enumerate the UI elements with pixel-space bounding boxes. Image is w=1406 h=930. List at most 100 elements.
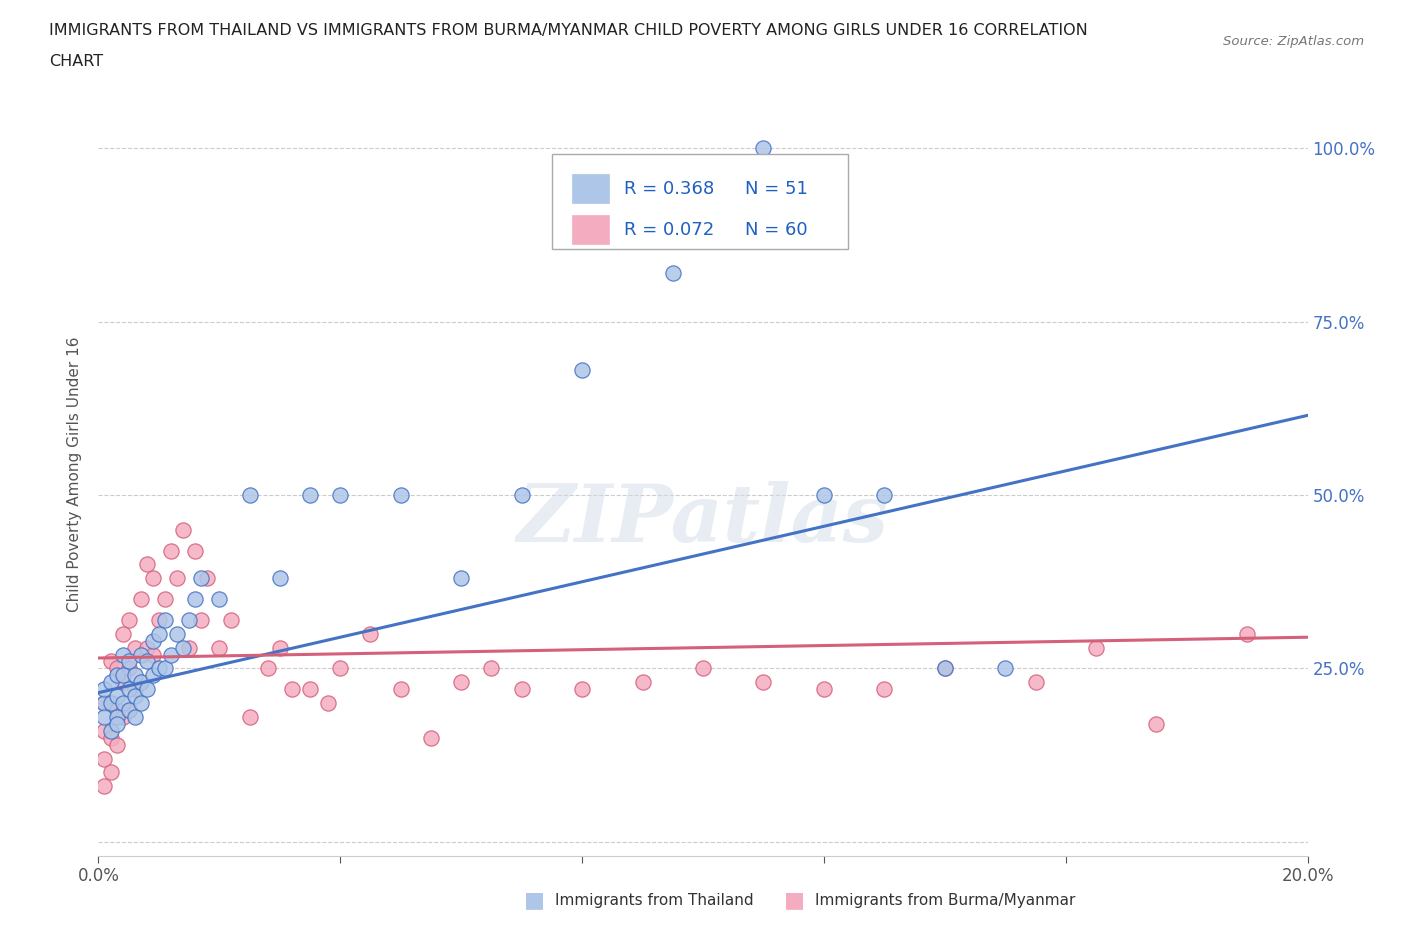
Point [135, 640, 157, 655]
Point [148, 626, 170, 641]
Point [93, 710, 115, 724]
Text: ■: ■ [524, 890, 544, 910]
Point [752, 141, 775, 156]
Point [153, 613, 176, 628]
Point [111, 696, 134, 711]
Text: Source: ZipAtlas.com: Source: ZipAtlas.com [1223, 35, 1364, 48]
Point [172, 640, 194, 655]
Text: R = 0.072: R = 0.072 [624, 220, 714, 239]
Point [153, 661, 176, 676]
Point [813, 682, 835, 697]
Point [239, 487, 262, 502]
Point [389, 682, 412, 697]
Text: ZIPatlas: ZIPatlas [517, 482, 889, 559]
Point [118, 661, 141, 676]
Point [420, 730, 443, 745]
Text: ■: ■ [785, 890, 804, 910]
Point [105, 716, 128, 731]
Point [256, 661, 278, 676]
Point [111, 710, 134, 724]
Point [105, 702, 128, 717]
Point [111, 668, 134, 683]
Point [148, 661, 170, 676]
Point [190, 613, 212, 628]
Point [105, 661, 128, 676]
Point [481, 661, 503, 676]
Point [118, 613, 141, 628]
Point [661, 266, 683, 281]
FancyBboxPatch shape [551, 154, 848, 249]
Point [166, 626, 188, 641]
Point [208, 640, 231, 655]
Point [692, 661, 714, 676]
Point [1085, 640, 1108, 655]
Point [752, 675, 775, 690]
Point [1024, 675, 1046, 690]
Point [389, 487, 412, 502]
Point [160, 647, 183, 662]
Point [111, 647, 134, 662]
Point [111, 675, 134, 690]
Point [179, 640, 201, 655]
Point [124, 689, 146, 704]
Point [142, 633, 165, 648]
Point [105, 668, 128, 683]
Point [124, 682, 146, 697]
Point [160, 543, 183, 558]
Point [269, 640, 291, 655]
Point [153, 591, 176, 606]
Point [135, 682, 157, 697]
Point [1144, 716, 1167, 731]
Point [148, 613, 170, 628]
Point [124, 710, 146, 724]
Point [299, 682, 322, 697]
Point [100, 696, 122, 711]
Point [105, 689, 128, 704]
Point [93, 696, 115, 711]
Point [142, 647, 165, 662]
Point [124, 668, 146, 683]
Point [934, 661, 956, 676]
Point [118, 702, 141, 717]
Point [118, 682, 141, 697]
Point [129, 675, 152, 690]
Point [631, 675, 654, 690]
Point [166, 571, 188, 586]
Point [239, 710, 262, 724]
Point [208, 591, 231, 606]
Bar [572, 174, 609, 203]
Text: CHART: CHART [49, 54, 103, 69]
Point [571, 682, 593, 697]
Point [873, 682, 896, 697]
Point [129, 675, 152, 690]
Point [269, 571, 291, 586]
Point [124, 640, 146, 655]
Point [813, 487, 835, 502]
Point [100, 724, 122, 738]
Point [184, 543, 207, 558]
Point [93, 778, 115, 793]
Point [135, 654, 157, 669]
Point [510, 487, 533, 502]
Point [105, 737, 128, 752]
Point [118, 702, 141, 717]
Point [190, 571, 212, 586]
Point [100, 654, 122, 669]
Point [142, 571, 165, 586]
Point [1236, 626, 1258, 641]
Text: N = 51: N = 51 [745, 179, 808, 197]
Point [93, 682, 115, 697]
Point [994, 661, 1017, 676]
Point [360, 626, 382, 641]
Point [93, 751, 115, 766]
Point [129, 696, 152, 711]
Point [571, 363, 593, 378]
Point [299, 487, 322, 502]
Point [129, 591, 152, 606]
Point [111, 626, 134, 641]
Point [195, 571, 218, 586]
Text: R = 0.368: R = 0.368 [624, 179, 714, 197]
Point [93, 724, 115, 738]
Point [179, 613, 201, 628]
Point [221, 613, 243, 628]
